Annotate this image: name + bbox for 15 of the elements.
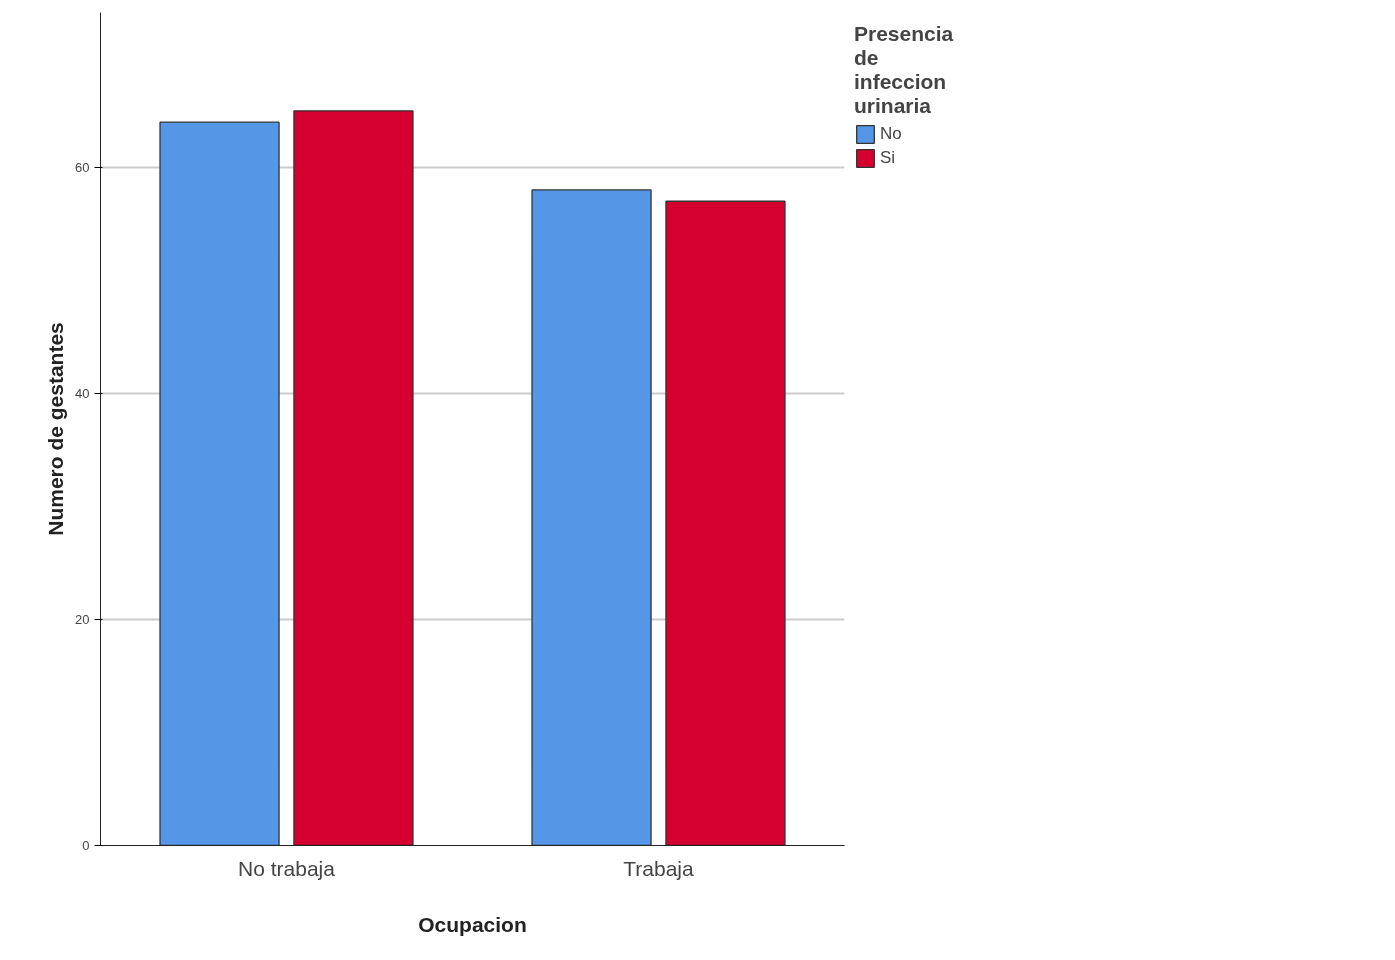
bar <box>293 110 414 846</box>
legend-title: Presencia de infeccion urinaria <box>854 22 954 118</box>
bar <box>159 121 280 846</box>
legend-label: No <box>880 124 902 144</box>
legend-label: Si <box>880 148 897 168</box>
y-tick-label: 60 <box>75 159 90 175</box>
x-tick-label: No trabaja <box>238 856 336 880</box>
bar <box>665 200 786 846</box>
x-tick-label: Trabaja <box>623 856 695 880</box>
y-tick-label: 20 <box>75 611 90 627</box>
y-axis-title: Numero de gestantes <box>44 322 68 536</box>
y-tick-label: 40 <box>75 385 90 401</box>
bar <box>531 189 652 846</box>
y-tick-label: 0 <box>82 838 90 853</box>
x-axis-title: Ocupacion <box>418 912 527 936</box>
